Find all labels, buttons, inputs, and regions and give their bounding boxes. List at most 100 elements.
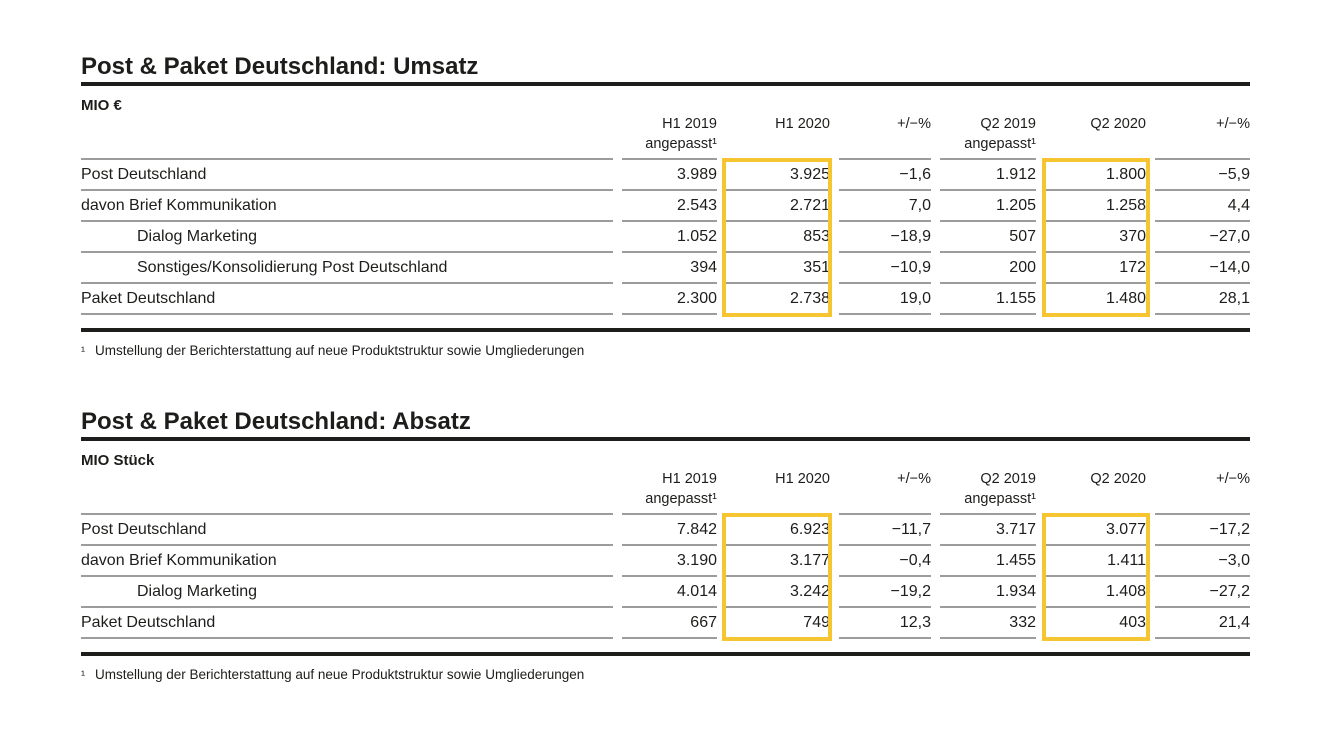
row-label: Post Deutschland bbox=[81, 515, 613, 546]
cell-value: 7,0 bbox=[839, 191, 931, 222]
column-header-subnote: angepasst¹ bbox=[645, 136, 717, 152]
column-header-period: +/−% bbox=[897, 471, 931, 487]
column-header-subnote bbox=[839, 134, 931, 154]
table-section: Post & Paket Deutschland: Absatz MIO Stü… bbox=[81, 410, 1250, 683]
cell-value: −14,0 bbox=[1155, 253, 1250, 284]
cell-value: 1.205 bbox=[940, 191, 1036, 222]
cell-value: −17,2 bbox=[1155, 515, 1250, 546]
column-header: H1 2019 angepasst¹ bbox=[622, 114, 717, 160]
column-header-subnote bbox=[1045, 489, 1146, 509]
cell-value: −18,9 bbox=[839, 222, 931, 253]
cell-value: 667 bbox=[622, 608, 717, 639]
footnote-text: Umstellung der Berichterstattung auf neu… bbox=[95, 667, 585, 682]
table-title: Post & Paket Deutschland: Umsatz bbox=[81, 55, 1250, 86]
column-header: H1 2020 bbox=[726, 114, 830, 160]
report-content: Post & Paket Deutschland: Umsatz MIO € H… bbox=[81, 0, 1250, 683]
table-row: Paket Deutschland 667 749 12,3 332 403 21,4 bbox=[81, 608, 1250, 639]
column-header: +/−% bbox=[839, 114, 931, 160]
cell-value: 6.923 bbox=[726, 515, 830, 546]
table-bottom-rule bbox=[81, 652, 1250, 656]
table-bottom-rule bbox=[81, 328, 1250, 332]
column-header: Q2 2020 bbox=[1045, 469, 1146, 515]
cell-value: 2.543 bbox=[622, 191, 717, 222]
cell-value: 394 bbox=[622, 253, 717, 284]
column-header-subnote bbox=[726, 489, 830, 509]
table-row: Dialog Marketing 1.052 853 −18,9 507 370 −27,0 bbox=[81, 222, 1250, 253]
column-header: +/−% bbox=[839, 469, 931, 515]
cell-value: −5,9 bbox=[1155, 160, 1250, 191]
cell-value: 1.934 bbox=[940, 577, 1036, 608]
column-header-subnote: angepasst¹ bbox=[964, 491, 1036, 507]
row-label: davon Brief Kommunikation bbox=[81, 191, 613, 222]
column-header: Q2 2019 angepasst¹ bbox=[940, 114, 1036, 160]
cell-value: −0,4 bbox=[839, 546, 931, 577]
table-row: Paket Deutschland 2.300 2.738 19,0 1.155 1.48… bbox=[81, 284, 1250, 315]
column-header-subnote: angepasst¹ bbox=[964, 136, 1036, 152]
cell-value: 3.717 bbox=[940, 515, 1036, 546]
column-header: H1 2019 angepasst¹ bbox=[622, 469, 717, 515]
cell-value: 28,1 bbox=[1155, 284, 1250, 315]
column-header: Q2 2019 angepasst¹ bbox=[940, 469, 1036, 515]
column-header: +/−% bbox=[1155, 469, 1250, 515]
cell-value: 3.242 bbox=[726, 577, 830, 608]
table-grid: H1 2019 angepasst¹ H1 2020 +/−% Q2 2019 angep… bbox=[81, 469, 1250, 641]
footnote-text: Umstellung der Berichterstattung auf neu… bbox=[95, 343, 585, 358]
table-title: Post & Paket Deutschland: Absatz bbox=[81, 410, 1250, 441]
footnote-marker: ¹ bbox=[81, 668, 85, 682]
table-section: Post & Paket Deutschland: Umsatz MIO € H… bbox=[81, 55, 1250, 359]
cell-value: 4.014 bbox=[622, 577, 717, 608]
column-header: H1 2020 bbox=[726, 469, 830, 515]
table-unit-label: MIO Stück bbox=[81, 452, 155, 469]
column-header-period: Q2 2019 bbox=[980, 116, 1036, 132]
cell-value: 1.912 bbox=[940, 160, 1036, 191]
cell-value: 3.190 bbox=[622, 546, 717, 577]
column-header-period: H1 2019 bbox=[662, 116, 717, 132]
column-header-period: +/−% bbox=[1216, 116, 1250, 132]
cell-value: 2.738 bbox=[726, 284, 830, 315]
cell-value: −1,6 bbox=[839, 160, 931, 191]
cell-value: −10,9 bbox=[839, 253, 931, 284]
cell-value: −3,0 bbox=[1155, 546, 1250, 577]
cell-value: −11,7 bbox=[839, 515, 931, 546]
column-header-subnote bbox=[726, 134, 830, 154]
cell-value: −19,2 bbox=[839, 577, 931, 608]
cell-value: 1.455 bbox=[940, 546, 1036, 577]
column-header-period: +/−% bbox=[1216, 471, 1250, 487]
cell-value: 403 bbox=[1045, 608, 1146, 639]
column-header-period: H1 2019 bbox=[662, 471, 717, 487]
cell-value: 507 bbox=[940, 222, 1036, 253]
cell-value: 1.408 bbox=[1045, 577, 1146, 608]
cell-value: 3.925 bbox=[726, 160, 830, 191]
column-header-period: H1 2020 bbox=[775, 116, 830, 132]
cell-value: −27,2 bbox=[1155, 577, 1250, 608]
footnote: ¹ Umstellung der Berichterstattung auf ne… bbox=[81, 343, 1250, 359]
column-header-period: Q2 2020 bbox=[1090, 471, 1146, 487]
cell-value: 2.300 bbox=[622, 284, 717, 315]
cell-value: 1.800 bbox=[1045, 160, 1146, 191]
table-row: davon Brief Kommunikation 2.543 2.721 7,0 1.… bbox=[81, 191, 1250, 222]
cell-value: 1.052 bbox=[622, 222, 717, 253]
column-header-period: Q2 2019 bbox=[980, 471, 1036, 487]
cell-value: 1.258 bbox=[1045, 191, 1146, 222]
cell-value: 7.842 bbox=[622, 515, 717, 546]
column-header: +/−% bbox=[1155, 114, 1250, 160]
cell-value: 351 bbox=[726, 253, 830, 284]
column-header-period: H1 2020 bbox=[775, 471, 830, 487]
table-header-row: H1 2019 angepasst¹ H1 2020 +/−% Q2 2019 angep… bbox=[81, 469, 1250, 515]
cell-value: 853 bbox=[726, 222, 830, 253]
column-header-subnote bbox=[1045, 134, 1146, 154]
cell-value: 332 bbox=[940, 608, 1036, 639]
row-label: Post Deutschland bbox=[81, 160, 613, 191]
table-row: Sonstiges/Konsolidierung Post Deutschlan… bbox=[81, 253, 1250, 284]
row-label: Dialog Marketing bbox=[81, 222, 613, 253]
table-row: Dialog Marketing 4.014 3.242 −19,2 1.934 1.40… bbox=[81, 577, 1250, 608]
header-spacer-cell bbox=[81, 469, 613, 515]
cell-value: −27,0 bbox=[1155, 222, 1250, 253]
table-row: Post Deutschland 7.842 6.923 −11,7 3.717 3.07… bbox=[81, 515, 1250, 546]
column-header-period: Q2 2020 bbox=[1090, 116, 1146, 132]
table-row: davon Brief Kommunikation 3.190 3.177 −0,4 1… bbox=[81, 546, 1250, 577]
header-spacer-cell bbox=[81, 114, 613, 160]
cell-value: 4,4 bbox=[1155, 191, 1250, 222]
row-label: davon Brief Kommunikation bbox=[81, 546, 613, 577]
